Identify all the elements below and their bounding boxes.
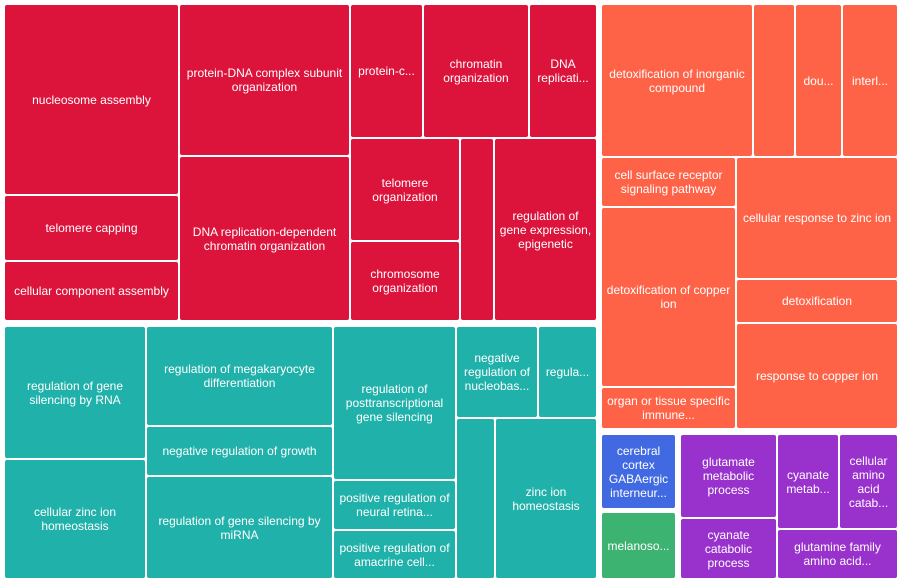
treemap-tile[interactable]: cellular zinc ion homeostasis [5,460,145,578]
tile-label: detoxification of copper ion [606,283,731,311]
treemap-tile[interactable]: nucleosome assembly [5,5,178,194]
treemap-tile[interactable]: telomere capping [5,196,178,260]
treemap-tile[interactable]: response to copper ion [737,324,897,428]
tile-label: glutamate metabolic process [702,455,755,497]
tile-label: protein-c... [358,64,415,78]
treemap-tile[interactable]: cell surface receptor signaling pathway [602,158,735,206]
tile-label: regulation of posttranscriptional gene s… [345,382,444,424]
treemap-tile[interactable] [754,5,794,156]
treemap-tile[interactable]: chromosome organization [351,242,459,320]
treemap-tile[interactable]: melanoso... [602,513,675,578]
tile-label: zinc ion homeostasis [512,484,580,513]
tile-label: interl... [851,73,888,88]
treemap-tile[interactable]: regulation of gene silencing by RNA [5,327,145,458]
treemap-tile[interactable]: regula... [539,327,596,417]
tile-label: cerebral cortex GABAergic interneur... [608,443,669,500]
tile-label: regulation of gene silencing by miRNA [158,513,321,542]
tile-label: cellular response to zinc ion [742,211,892,225]
treemap-tile[interactable]: glutamine family amino acid... [778,530,897,578]
treemap-tile[interactable]: cyanate metab... [778,435,838,528]
tile-label: detoxification [781,294,853,308]
tile-label: response to copper ion [755,369,879,383]
tile-label: cellular amino acid catab... [848,453,889,510]
treemap-tile[interactable]: cellular response to zinc ion [737,158,897,278]
treemap-tile[interactable]: telomere organization [351,139,459,240]
treemap-tile[interactable]: cellular component assembly [5,262,178,320]
treemap-tile[interactable]: cyanate catabolic process [681,519,776,578]
treemap-tile[interactable]: negative regulation of nucleobas... [457,327,537,417]
tile-label: negative regulation of growth [162,444,317,458]
treemap-tile[interactable]: zinc ion homeostasis [496,419,596,578]
treemap-tile[interactable] [457,419,494,578]
treemap-tile[interactable]: DNA replicati... [530,5,596,137]
treemap-tile[interactable]: positive regulation of neural retina... [334,481,455,529]
treemap-tile[interactable]: cellular amino acid catab... [840,435,897,528]
treemap-tile[interactable]: detoxification of copper ion [602,208,735,386]
tile-label: protein-DNA complex subunit organization [186,66,343,94]
treemap-tile[interactable]: positive regulation of amacrine cell... [334,531,455,578]
tile-label: cellular zinc ion homeostasis [33,505,117,533]
tile-label: positive regulation of amacrine cell... [339,540,450,569]
treemap-tile[interactable]: cerebral cortex GABAergic interneur... [602,435,675,508]
tile-label: cyanate catabolic process [704,527,753,570]
tile-label: detoxification of inorganic compound [609,66,745,95]
tile-label: dou... [803,73,834,88]
treemap-tile[interactable]: negative regulation of growth [147,427,332,475]
treemap-tile[interactable]: DNA replication-dependent chromatin orga… [180,157,349,320]
tile-label: cell surface receptor signaling pathway [614,168,723,196]
tile-label: positive regulation of neural retina... [339,491,450,519]
treemap-tile[interactable]: protein-c... [351,5,422,137]
treemap-tile[interactable]: detoxification of inorganic compound [602,5,752,156]
tile-label: regula... [545,365,590,379]
tile-label: glutamine family amino acid... [794,540,881,568]
treemap-tile[interactable]: protein-DNA complex subunit organization [180,5,349,155]
treemap-tile[interactable]: regulation of gene silencing by miRNA [147,477,332,578]
tile-label: cellular component assembly [14,284,169,298]
tile-label: regulation of gene silencing by RNA [26,378,124,407]
treemap-tile[interactable]: regulation of posttranscriptional gene s… [334,327,455,479]
treemap-tile[interactable] [461,139,493,320]
tile-label: DNA replicati... [537,57,589,85]
tile-label: chromatin organization [443,57,509,85]
treemap-tile[interactable]: dou... [796,5,841,156]
treemap-tile[interactable]: regulation of megakaryocyte differentiat… [147,327,332,425]
tile-label: regulation of megakaryocyte differentiat… [164,362,315,390]
treemap-tile[interactable]: glutamate metabolic process [681,435,776,517]
tile-label: regulation of gene expression, epigeneti… [499,208,592,251]
treemap-tile[interactable]: chromatin organization [424,5,528,137]
tile-label: melanoso... [607,538,670,553]
treemap-tile[interactable]: interl... [843,5,897,156]
tile-label: telomere organization [372,175,438,204]
tile-label: chromosome organization [370,267,440,295]
tile-label: negative regulation of nucleobas... [463,351,531,393]
treemap-tile[interactable]: organ or tissue specific immune... [602,388,735,428]
tile-label: DNA replication-dependent chromatin orga… [192,224,337,253]
tile-label: nucleosome assembly [32,92,151,107]
tile-label: telomere capping [45,221,138,235]
treemap-tile[interactable]: detoxification [737,280,897,322]
tile-label: organ or tissue specific immune... [607,394,730,422]
tile-label: cyanate metab... [786,467,830,496]
treemap-tile[interactable]: regulation of gene expression, epigeneti… [495,139,596,320]
